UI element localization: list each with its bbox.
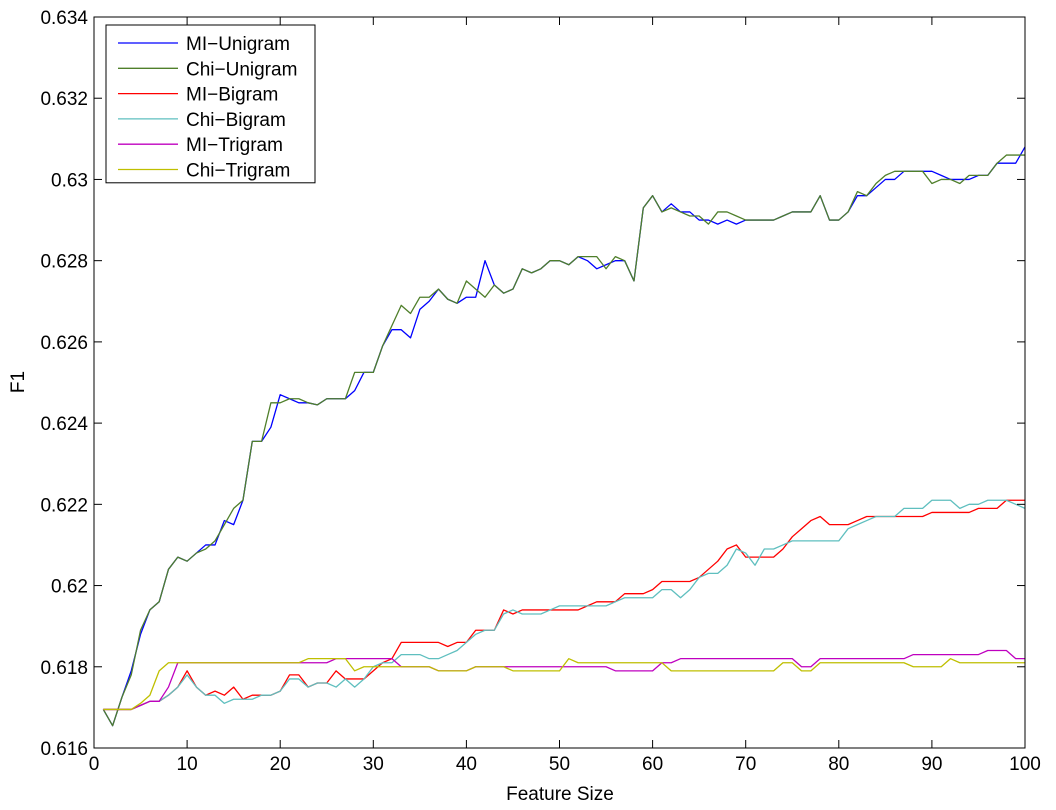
series-layer (102, 146, 1026, 727)
y-tick-label: 0.62 (51, 577, 88, 598)
y-tick-label: 0.634 (40, 8, 88, 29)
legend-label-4: MI−Trigram (186, 135, 283, 156)
x-tick-label: 20 (270, 754, 291, 775)
y-tick-label: 0.632 (40, 89, 88, 110)
legend: MI−Unigram Chi−Unigram MI−Bigram Chi−Bigram… (105, 24, 316, 184)
legend-label-0: MI−Unigram (186, 34, 290, 55)
x-axis: 0 10 20 30 40 50 60 70 80 90 100 (89, 17, 1041, 775)
series-line-2 (103, 499, 1025, 711)
x-tick-label: 100 (1009, 754, 1041, 775)
legend-label-1: Chi−Unigram (186, 59, 297, 80)
x-tick-label: 60 (642, 754, 663, 775)
x-tick-label: 80 (828, 754, 849, 775)
y-tick-label: 0.626 (40, 333, 88, 354)
series-line-5 (103, 658, 1025, 711)
y-tick-label: 0.63 (51, 170, 88, 191)
legend-label-2: MI−Bigram (186, 85, 278, 106)
y-tick-label: 0.624 (40, 414, 88, 435)
y-tick-label: 0.616 (40, 739, 88, 760)
y-axis: 0.616 0.618 0.62 0.622 0.624 0.626 0.628 0.63 0.… (40, 8, 1025, 760)
series-line-1 (102, 154, 1025, 727)
legend-label-3: Chi−Bigram (186, 110, 286, 131)
x-tick-label: 10 (177, 754, 198, 775)
x-tick-label: 90 (921, 754, 942, 775)
y-tick-label: 0.628 (40, 252, 88, 273)
x-axis-title: Feature Size (506, 784, 614, 805)
y-tick-label: 0.622 (40, 495, 88, 516)
x-tick-label: 40 (456, 754, 477, 775)
legend-label-5: Chi−Trigram (186, 161, 290, 182)
x-tick-label: 70 (735, 754, 756, 775)
series-line-3 (103, 499, 1026, 711)
legend-box (105, 24, 316, 184)
y-axis-title: F1 (8, 371, 29, 393)
x-tick-label: 30 (363, 754, 384, 775)
x-tick-label: 0 (89, 754, 100, 775)
y-tick-label: 0.618 (40, 658, 88, 679)
x-tick-label: 50 (549, 754, 570, 775)
